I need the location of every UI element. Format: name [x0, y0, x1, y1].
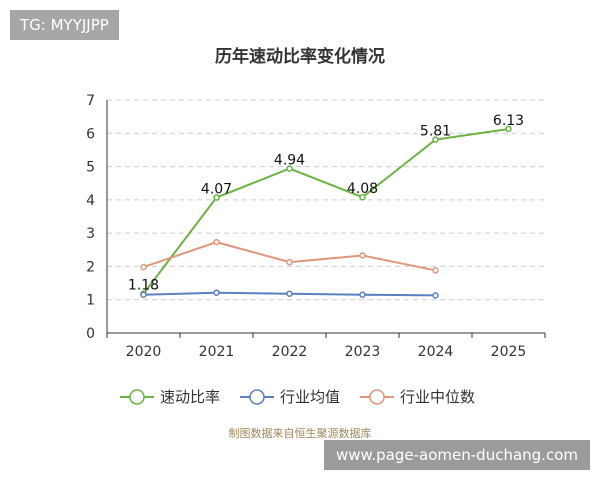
- data-labels: 1.18 4.07 4.94 4.08 5.81 6.13: [128, 113, 524, 294]
- legend: 速动比率 行业均值 行业中位数: [120, 388, 475, 406]
- data-label: 6.13: [493, 113, 524, 129]
- x-tick-label: 2023: [345, 344, 381, 360]
- data-point: [286, 258, 293, 266]
- data-point: [213, 289, 220, 296]
- data-point: [213, 194, 220, 201]
- y-tick-label: 0: [86, 326, 95, 342]
- grid: [107, 99, 545, 301]
- data-label: 4.07: [201, 182, 232, 198]
- data-label: 5.81: [420, 124, 451, 140]
- source-note: 制图数据来自恒生聚源数据库: [229, 426, 372, 440]
- data-point: [140, 263, 147, 271]
- data-point: [505, 125, 512, 133]
- watermark-tag: TG: MYYJJPP: [10, 10, 119, 40]
- y-tick-label: 7: [86, 93, 95, 109]
- series: [140, 125, 512, 299]
- data-point: [359, 193, 366, 201]
- x-tick-label: 2024: [418, 344, 454, 360]
- y-tick-label: 1: [86, 293, 95, 309]
- data-point: [140, 291, 147, 298]
- legend-label: 速动比率: [160, 388, 220, 406]
- y-tick-label: 5: [86, 160, 95, 176]
- data-point: [359, 291, 366, 298]
- data-point: [432, 292, 439, 299]
- legend-marker: [369, 389, 385, 405]
- x-tick-label: 2022: [272, 344, 308, 360]
- x-tick-label: 2020: [126, 344, 162, 360]
- legend-marker: [129, 389, 145, 405]
- legend-label: 行业中位数: [400, 388, 475, 406]
- data-label: 4.08: [347, 181, 378, 197]
- legend-marker: [249, 389, 265, 405]
- data-point: [286, 290, 293, 297]
- data-label: 1.18: [128, 278, 159, 294]
- data-label: 4.94: [274, 153, 305, 169]
- y-tick-label: 3: [86, 226, 95, 242]
- x-tick-label: 2021: [199, 344, 235, 360]
- data-point: [286, 165, 293, 172]
- data-point: [432, 136, 439, 143]
- series-line: [142, 127, 509, 295]
- data-point: [213, 238, 220, 246]
- footer-url: www.page-aomen-duchang.com: [324, 440, 590, 470]
- y-tick-label: 4: [86, 193, 95, 209]
- x-tick-label: 2025: [491, 344, 527, 360]
- legend-label: 行业均值: [280, 388, 340, 406]
- y-tick-label: 2: [86, 259, 95, 275]
- data-point: [432, 267, 439, 274]
- chart-title: 历年速动比率变化情况: [215, 46, 385, 67]
- axes: 0 1 2 3 4 5 6 7 2020 2021 2022 2023 2024 2025: [86, 93, 546, 360]
- data-point: [359, 252, 366, 259]
- y-tick-label: 6: [86, 126, 95, 142]
